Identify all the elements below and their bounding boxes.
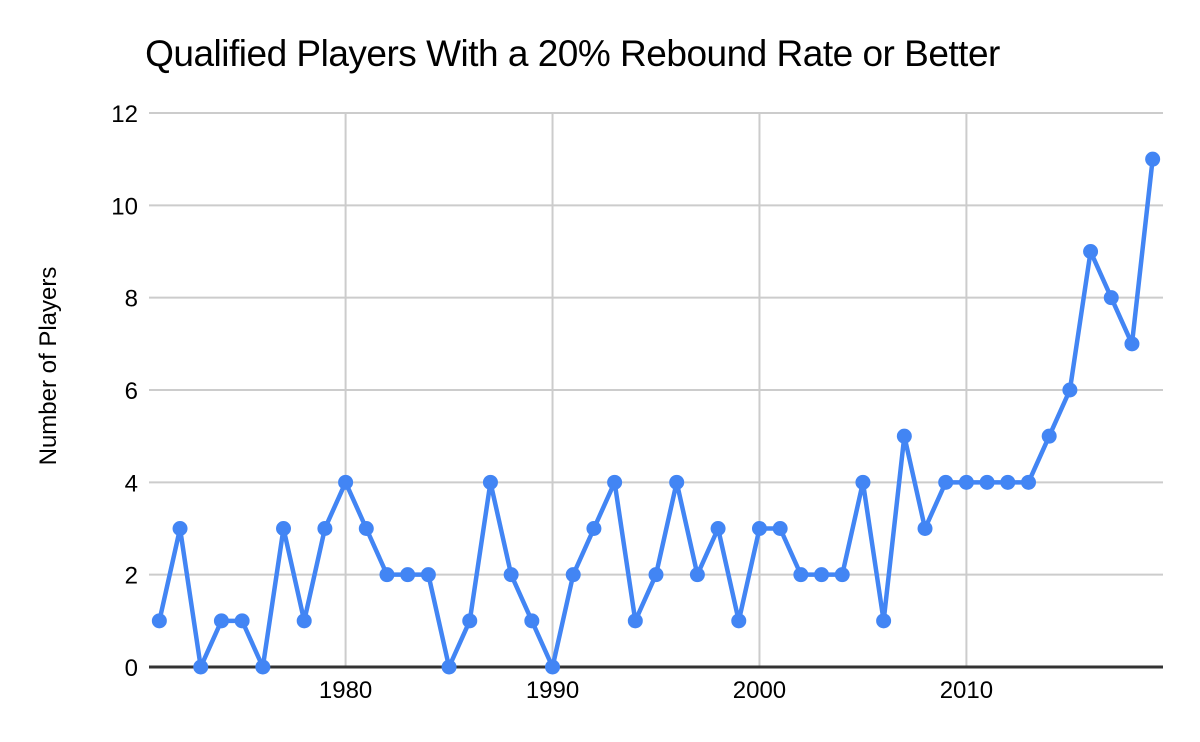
data-point [627, 613, 643, 629]
data-point [793, 567, 809, 583]
data-point [689, 567, 705, 583]
data-point [607, 474, 623, 490]
data-point [958, 474, 974, 490]
data-point [814, 567, 830, 583]
data-point [1083, 244, 1099, 259]
data-point [255, 659, 271, 675]
data-point [441, 659, 457, 675]
y-tick-label: 6 [125, 378, 138, 405]
y-tick-label: 0 [125, 655, 138, 682]
data-point [731, 613, 747, 629]
data-point [669, 474, 685, 490]
x-tick-label: 1990 [526, 677, 579, 704]
data-point [855, 474, 871, 490]
x-tick-label: 2010 [940, 677, 993, 704]
data-point [834, 567, 850, 583]
x-tick-label: 1980 [319, 677, 372, 704]
chart-title: Qualified Players With a 20% Rebound Rat… [145, 33, 1000, 74]
data-point [503, 567, 519, 583]
data-point [1124, 336, 1140, 352]
data-point [938, 474, 954, 490]
data-point [751, 521, 767, 536]
data-point [648, 567, 664, 583]
data-point [234, 613, 250, 629]
data-point [317, 521, 333, 536]
data-point [545, 659, 561, 675]
data-point [400, 567, 416, 583]
data-point [172, 521, 188, 536]
y-tick-label: 4 [125, 470, 138, 497]
data-point [710, 521, 726, 536]
data-point [462, 613, 478, 629]
data-line [157, 158, 1155, 668]
data-point [524, 613, 540, 629]
y-tick-label: 2 [125, 563, 138, 590]
data-point [482, 474, 498, 490]
data-point [876, 613, 892, 629]
data-point [772, 521, 788, 536]
data-point [1145, 151, 1161, 167]
x-tick-label: 2000 [733, 677, 786, 704]
data-point [896, 428, 912, 444]
data-point [1020, 474, 1036, 490]
y-tick-label: 8 [125, 286, 138, 313]
data-point [151, 613, 167, 629]
y-tick-label: 12 [111, 101, 138, 128]
data-point [1000, 474, 1016, 490]
data-point [358, 521, 374, 536]
data-point [276, 521, 292, 536]
data-point [565, 567, 581, 583]
data-point [193, 659, 209, 675]
data-point [296, 613, 312, 629]
data-point [979, 474, 995, 490]
data-point [1041, 428, 1057, 444]
data-point [1103, 290, 1119, 306]
data-point [917, 521, 933, 536]
data-point [420, 567, 436, 583]
y-tick-label: 10 [111, 193, 138, 220]
data-point [1062, 382, 1078, 398]
data-point [586, 521, 602, 536]
data-point [213, 613, 229, 629]
data-point [338, 474, 354, 490]
data-point [379, 567, 395, 583]
